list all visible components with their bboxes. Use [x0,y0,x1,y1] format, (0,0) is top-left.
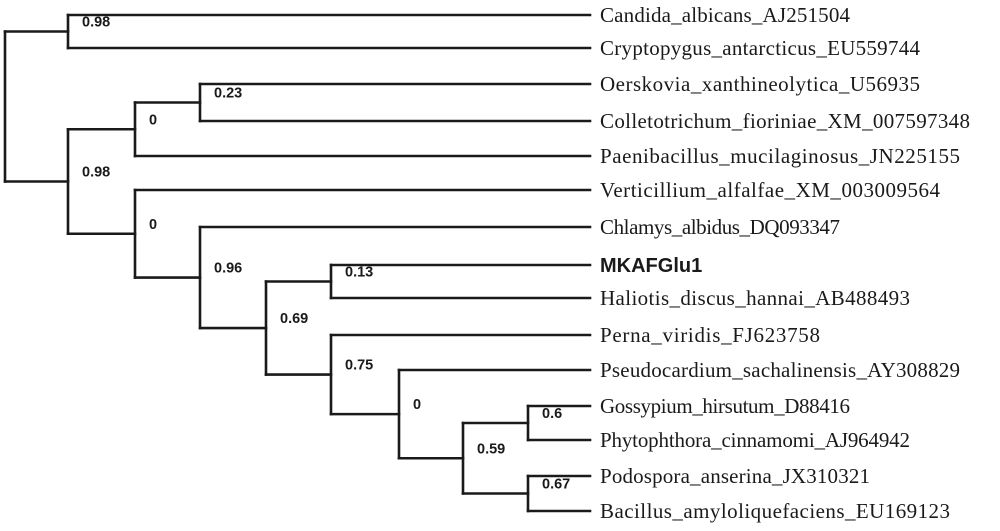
leaf-label: Perna_viridis_FJ623758 [600,323,820,347]
leaf-label: Haliotis_discus_hannai_AB488493 [600,286,910,310]
leaf-label: Pseudocardium_sachalinensis_AY308829 [600,358,960,382]
support-value: 0 [149,112,157,128]
support-values: 0.98 0.98 0 0.23 0 0.96 0.69 0.13 0.75 0 0.59 0.6 0.… [82,15,570,493]
support-value: 0.98 [82,165,110,181]
support-value: 0.23 [214,86,242,102]
leaf-label: Gossypium_hirsutum_D88416 [600,394,850,418]
support-value: 0.69 [280,311,308,327]
leaf-label: Cryptopygus_antarcticus_EU559744 [600,36,921,60]
support-value: 0.98 [82,15,110,31]
leaf-label: Candida_albicans_AJ251504 [600,3,851,27]
support-value: 0.96 [214,261,242,277]
leaf-label: Bacillus_amyloliquefaciens_EU169123 [600,499,950,523]
support-value: 0.59 [477,441,505,457]
leaf-label: Podospora_anserina_JX310321 [600,464,870,488]
support-value: 0.13 [345,265,373,281]
tree-branches [3,13,592,513]
support-value: 0.6 [542,406,562,422]
support-value: 0.75 [345,358,373,374]
support-value: 0 [413,397,421,413]
leaf-label: Verticillium_alfalfae_XM_003009564 [600,178,941,202]
support-value: 0 [149,217,157,233]
leaf-label: Oerskovia_xanthineolytica_U56935 [600,72,920,96]
leaf-label: Phytophthora_cinnamomi_AJ964942 [600,428,910,452]
leaf-label: Colletotrichum_fioriniae_XM_007597348 [600,109,970,133]
leaf-label: Paenibacillus_mucilaginosus_JN225155 [600,144,960,168]
support-value: 0.67 [542,477,570,493]
leaf-labels: Candida_albicans_AJ251504 Cryptopygus_ant… [600,3,970,523]
leaf-label: Chlamys_albidus_DQ093347 [600,215,840,239]
leaf-label: MKAFGlu1 [600,255,702,277]
